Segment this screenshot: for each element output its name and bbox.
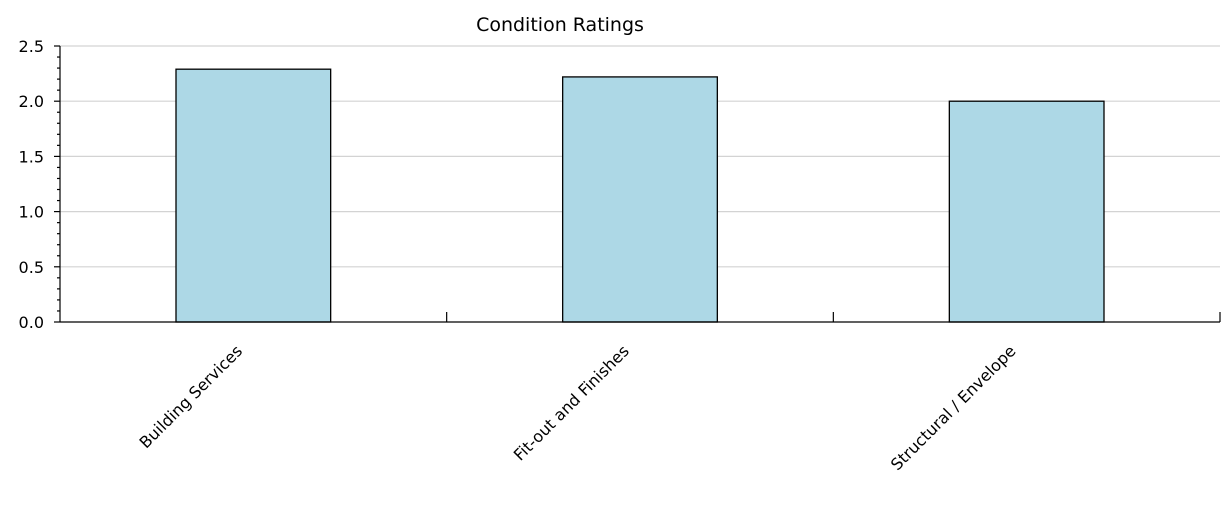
y-tick-label: 2.5 — [19, 37, 44, 56]
y-tick-label: 0.5 — [19, 258, 44, 277]
x-category-label: Building Services — [136, 341, 247, 452]
y-tick-label: 1.0 — [19, 203, 44, 222]
label-layer: 0.0 0.5 1.0 1.5 2.0 2.5 Building Services Fit-o… — [19, 37, 1020, 474]
y-tick-label: 0.0 — [19, 313, 44, 332]
chart-title: Condition Ratings — [476, 14, 644, 36]
bar — [562, 76, 718, 323]
y-tick-label: 1.5 — [19, 147, 44, 166]
bar-layer — [175, 68, 1105, 323]
x-category-label: Structural / Envelope — [887, 341, 1020, 474]
y-tick-label: 2.0 — [19, 92, 44, 111]
x-category-label: Fit-out and Finishes — [510, 341, 633, 464]
bar — [948, 100, 1105, 323]
bar — [175, 68, 332, 323]
axis-layer — [54, 45, 1221, 323]
